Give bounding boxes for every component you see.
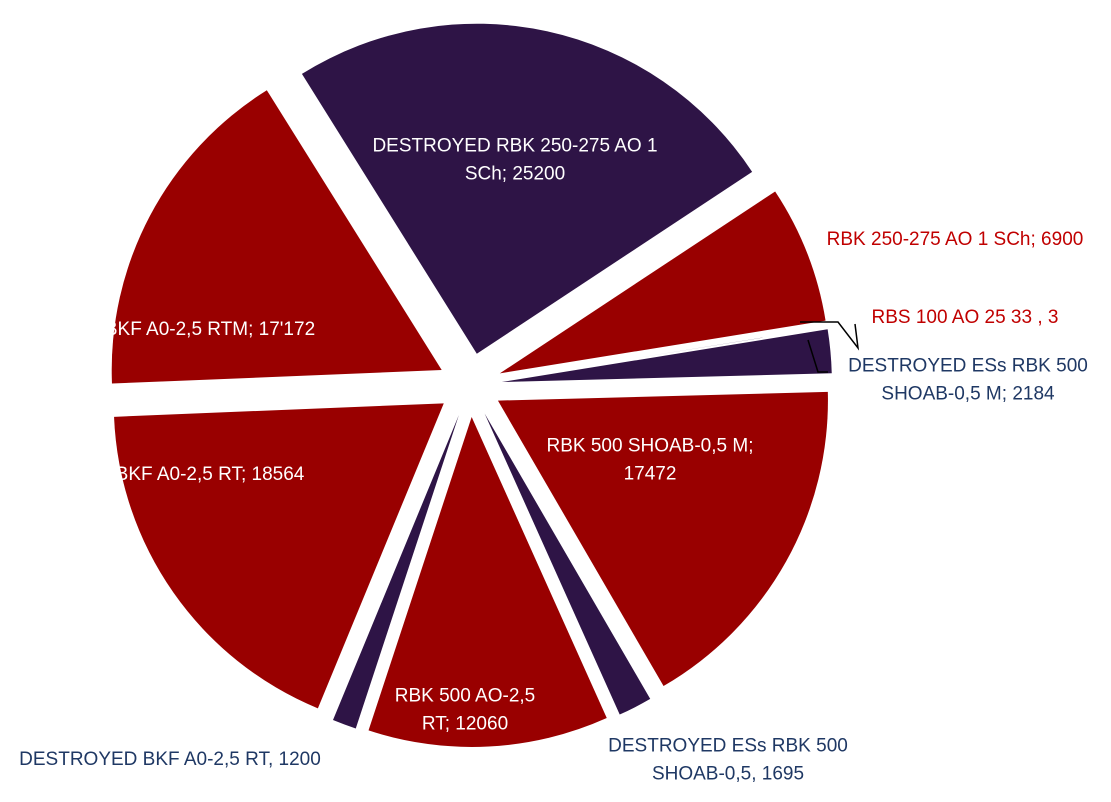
data-label: DESTROYED BKF A0-2,5 RT, 1200 <box>19 749 321 771</box>
pie-slice <box>111 90 442 384</box>
leader-line <box>800 321 860 351</box>
pie-slice <box>501 327 828 380</box>
pie-slice <box>499 191 826 374</box>
data-label: DESTROYED ESs RBK 500 SHOAB-0,5, 1695 <box>608 735 848 784</box>
data-label: RBS 100 AO 25 33 , 3 <box>871 307 1059 329</box>
pie-slice <box>301 23 753 354</box>
data-label: RBK 250-275 AO 1 SCh; 6900 <box>826 229 1084 251</box>
pie-slice <box>332 415 459 729</box>
data-label: RBK 500 SHOAB-0,5 M; 17472 <box>546 435 754 484</box>
pie-slice <box>497 391 828 687</box>
pie-slice <box>368 416 607 747</box>
data-label: BKF A0-2,5 RTM; 17'172 <box>104 319 316 341</box>
pie-slice <box>484 413 651 715</box>
data-label: RBK 500 AO-2,5 RT; 12060 <box>394 685 536 734</box>
pie-slice <box>501 329 832 383</box>
leader-line <box>807 339 828 373</box>
data-label: DESTROYED RBK 250-275 AO 1 SCh; 25200 <box>372 135 658 184</box>
data-label: DESTROYED ESs RBK 500 SHOAB-0,5 M; 2184 <box>848 355 1088 404</box>
pie-slice <box>114 403 444 709</box>
data-label: BKF A0-2,5 RT; 18564 <box>115 464 305 486</box>
